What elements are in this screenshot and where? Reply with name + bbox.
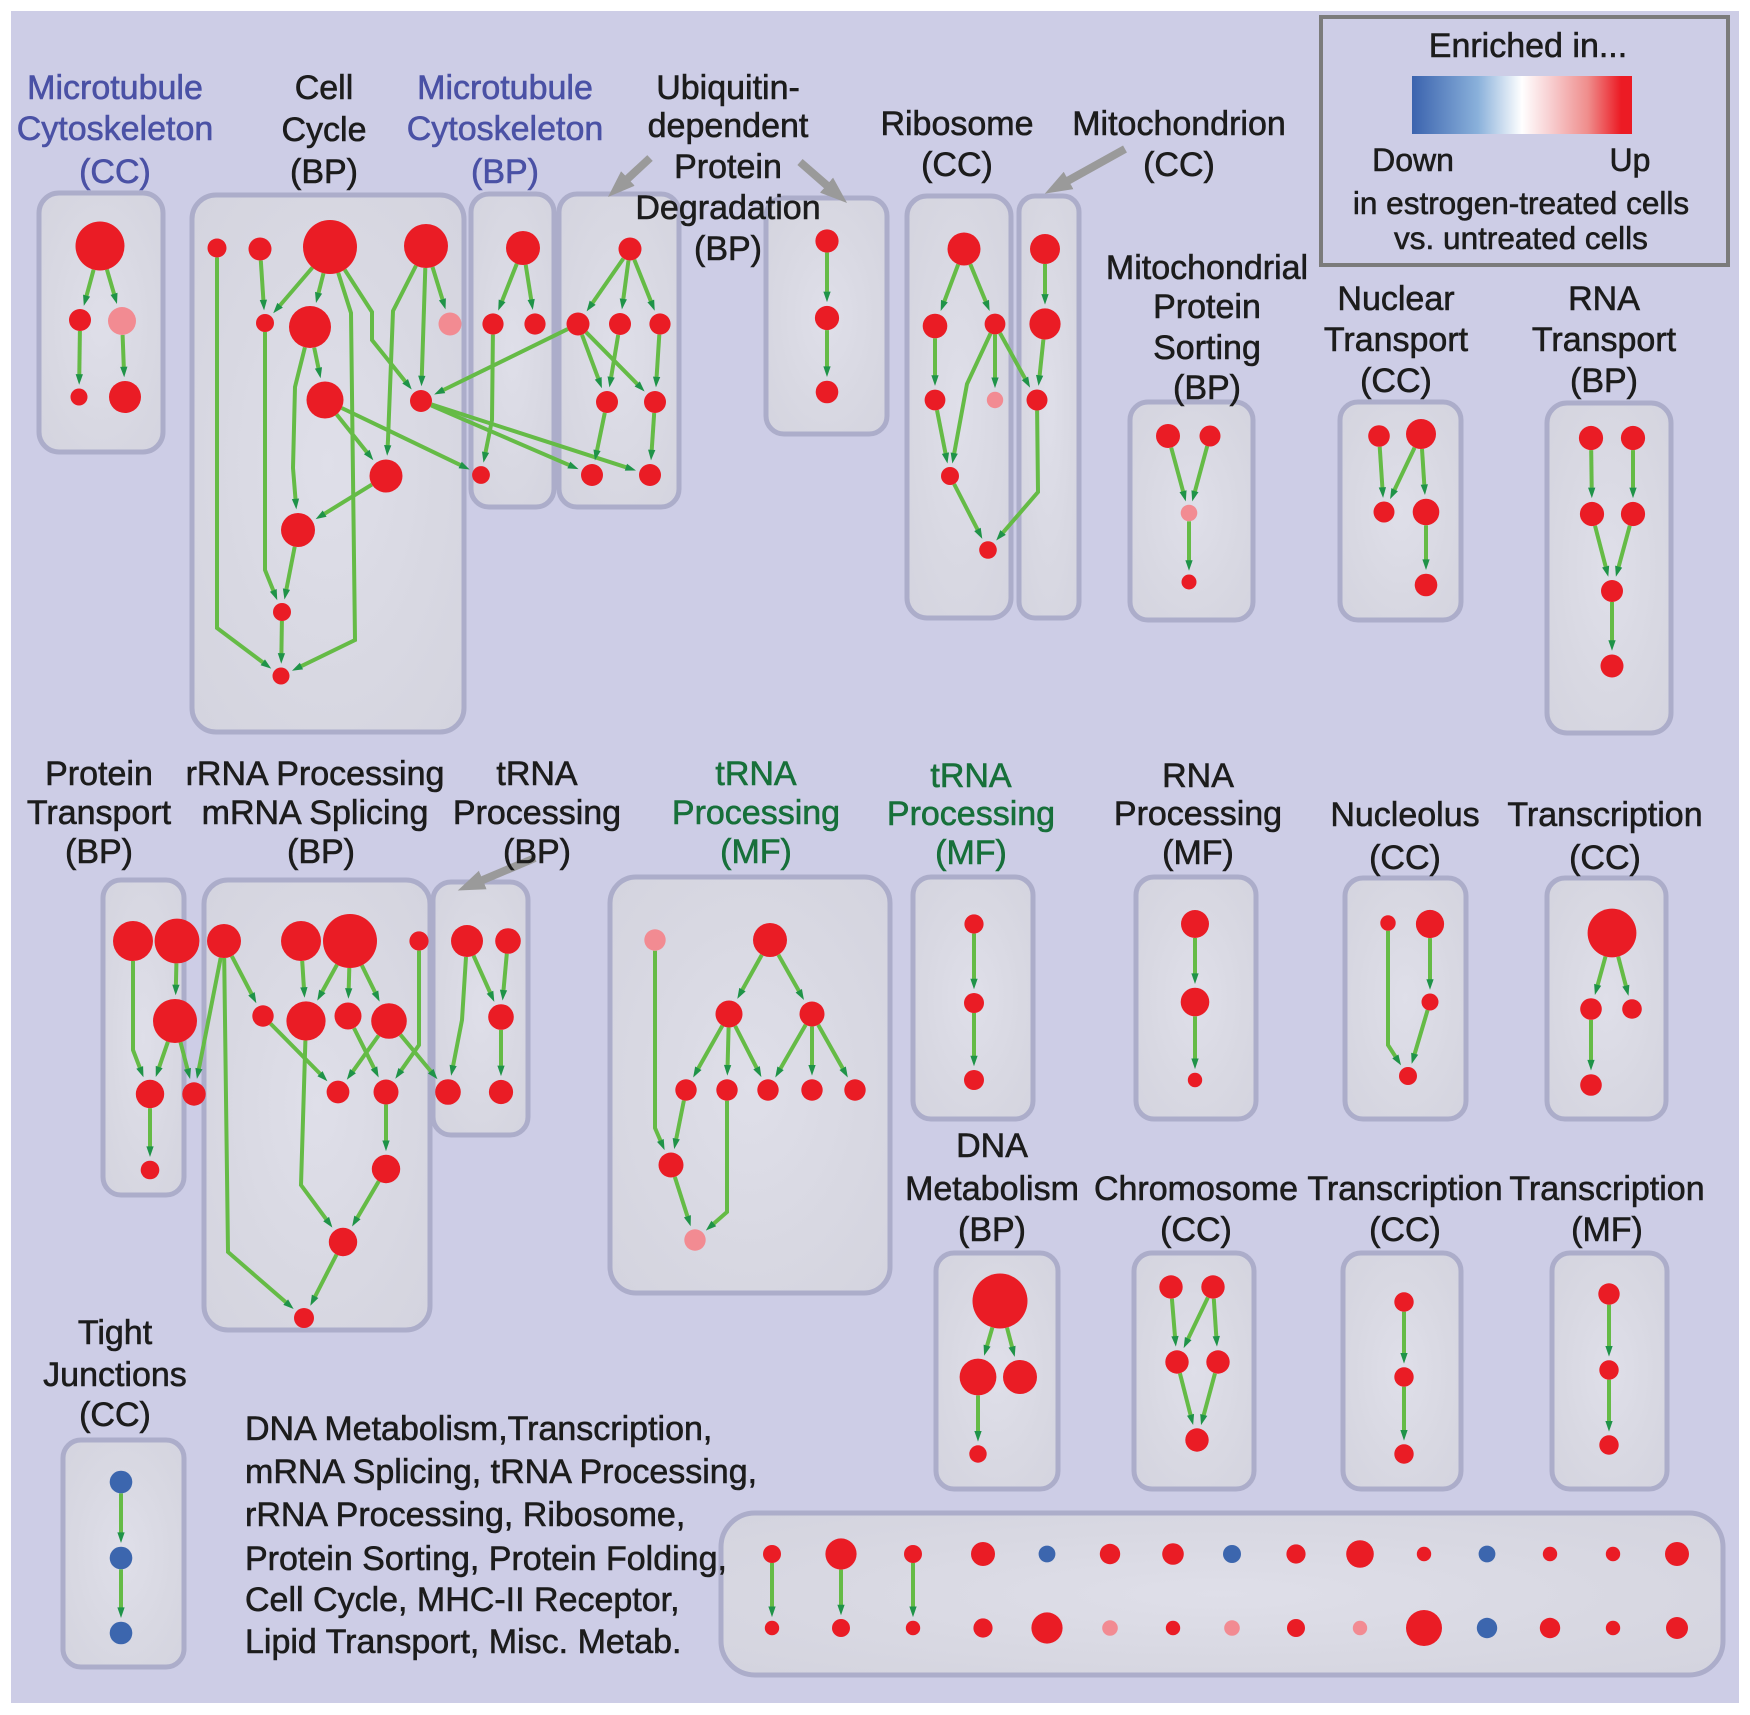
svg-text:Nucleolus: Nucleolus [1330,796,1479,834]
svg-text:(BP): (BP) [1173,369,1241,407]
svg-text:Chromosome: Chromosome [1094,1170,1298,1208]
svg-text:rRNA Processing: rRNA Processing [186,755,445,793]
svg-text:(BP): (BP) [471,153,539,191]
svg-text:(CC): (CC) [79,1396,151,1434]
svg-text:(CC): (CC) [79,153,151,191]
svg-text:Processing: Processing [672,794,840,832]
svg-text:Protein Sorting, Protein Foldi: Protein Sorting, Protein Folding, [245,1540,727,1578]
svg-text:DNA Metabolism,Transcription,: DNA Metabolism,Transcription, [245,1410,712,1448]
svg-text:(BP): (BP) [65,833,133,871]
svg-text:rRNA Processing, Ribosome,: rRNA Processing, Ribosome, [245,1496,685,1534]
svg-text:Cell Cycle, MHC-II Receptor,: Cell Cycle, MHC-II Receptor, [245,1581,680,1619]
svg-text:Cytoskeleton: Cytoskeleton [407,110,604,148]
svg-text:Tight: Tight [78,1314,153,1352]
svg-text:Lipid Transport, Misc. Metab.: Lipid Transport, Misc. Metab. [245,1623,682,1661]
svg-text:RNA: RNA [1568,280,1640,318]
svg-text:mRNA Splicing: mRNA Splicing [202,794,429,832]
svg-text:DNA: DNA [956,1127,1028,1165]
svg-text:Processing: Processing [887,795,1055,833]
svg-text:Transcription: Transcription [1507,796,1702,834]
svg-text:(CC): (CC) [1569,839,1641,877]
svg-text:Transport: Transport [27,794,172,832]
svg-text:Ubiquitin-: Ubiquitin- [656,69,800,107]
svg-text:(BP): (BP) [503,833,571,871]
svg-text:(CC): (CC) [1369,1211,1441,1249]
svg-text:Down: Down [1372,142,1454,178]
svg-text:Metabolism: Metabolism [905,1170,1079,1208]
svg-text:Protein: Protein [45,755,153,793]
svg-text:tRNA: tRNA [930,757,1012,795]
svg-text:mRNA Splicing, tRNA Processing: mRNA Splicing, tRNA Processing, [245,1453,757,1491]
svg-text:Protein: Protein [1153,288,1261,326]
svg-text:Processing: Processing [453,794,621,832]
svg-text:(MF): (MF) [1571,1211,1643,1249]
svg-text:(BP): (BP) [290,153,358,191]
svg-text:in estrogen-treated cells: in estrogen-treated cells [1353,185,1689,221]
svg-text:Degradation: Degradation [635,189,820,227]
svg-text:RNA: RNA [1162,757,1234,795]
svg-text:(MF): (MF) [1162,834,1234,872]
svg-text:vs. untreated cells: vs. untreated cells [1394,220,1648,256]
svg-text:Transcription: Transcription [1307,1170,1502,1208]
svg-text:Cycle: Cycle [281,111,366,149]
svg-text:Cytoskeleton: Cytoskeleton [17,110,214,148]
svg-text:Mitochondrion: Mitochondrion [1072,105,1286,143]
svg-text:Transport: Transport [1324,321,1469,359]
svg-text:Up: Up [1610,142,1651,178]
svg-text:Transport: Transport [1532,321,1677,359]
svg-text:(BP): (BP) [958,1211,1026,1249]
svg-text:Microtubule: Microtubule [417,69,593,107]
svg-text:dependent: dependent [648,107,809,145]
svg-text:Ribosome: Ribosome [880,105,1033,143]
svg-text:tRNA: tRNA [715,755,797,793]
svg-text:(CC): (CC) [921,146,993,184]
svg-text:Protein: Protein [674,148,782,186]
svg-text:Mitochondrial: Mitochondrial [1106,249,1308,287]
svg-text:Processing: Processing [1114,795,1282,833]
svg-text:(MF): (MF) [935,834,1007,872]
svg-text:Microtubule: Microtubule [27,69,203,107]
svg-text:Sorting: Sorting [1153,329,1261,367]
svg-text:(CC): (CC) [1143,146,1215,184]
svg-text:(CC): (CC) [1160,1211,1232,1249]
svg-text:(MF): (MF) [720,833,792,871]
svg-text:(CC): (CC) [1369,839,1441,877]
svg-text:Enriched in...: Enriched in... [1429,27,1627,65]
svg-text:Transcription: Transcription [1509,1170,1704,1208]
svg-text:(BP): (BP) [287,833,355,871]
svg-text:Junctions: Junctions [43,1356,187,1394]
svg-text:(BP): (BP) [1570,362,1638,400]
svg-text:(CC): (CC) [1360,362,1432,400]
svg-text:tRNA: tRNA [496,755,578,793]
svg-text:Cell: Cell [295,69,354,107]
svg-text:Nuclear: Nuclear [1337,280,1454,318]
svg-text:(BP): (BP) [694,230,762,268]
